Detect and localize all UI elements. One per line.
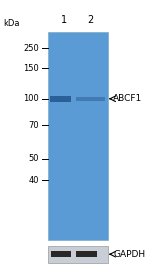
Text: 250: 250 (23, 44, 39, 53)
Text: GAPDH: GAPDH (113, 250, 145, 259)
Text: 150: 150 (23, 64, 39, 73)
Bar (76, 251, 97, 257)
Text: ABCF1: ABCF1 (113, 94, 142, 103)
Text: 50: 50 (28, 154, 39, 163)
Text: 2: 2 (87, 15, 93, 25)
Text: 1: 1 (61, 15, 68, 25)
Text: 100: 100 (23, 94, 39, 103)
Bar (51, 251, 71, 257)
Bar (76, 97, 105, 101)
Bar (48, 32, 108, 240)
Bar (50, 96, 71, 102)
Text: 70: 70 (28, 121, 39, 130)
Text: kDa: kDa (3, 19, 20, 28)
Bar (48, 246, 108, 263)
Text: 40: 40 (28, 176, 39, 185)
